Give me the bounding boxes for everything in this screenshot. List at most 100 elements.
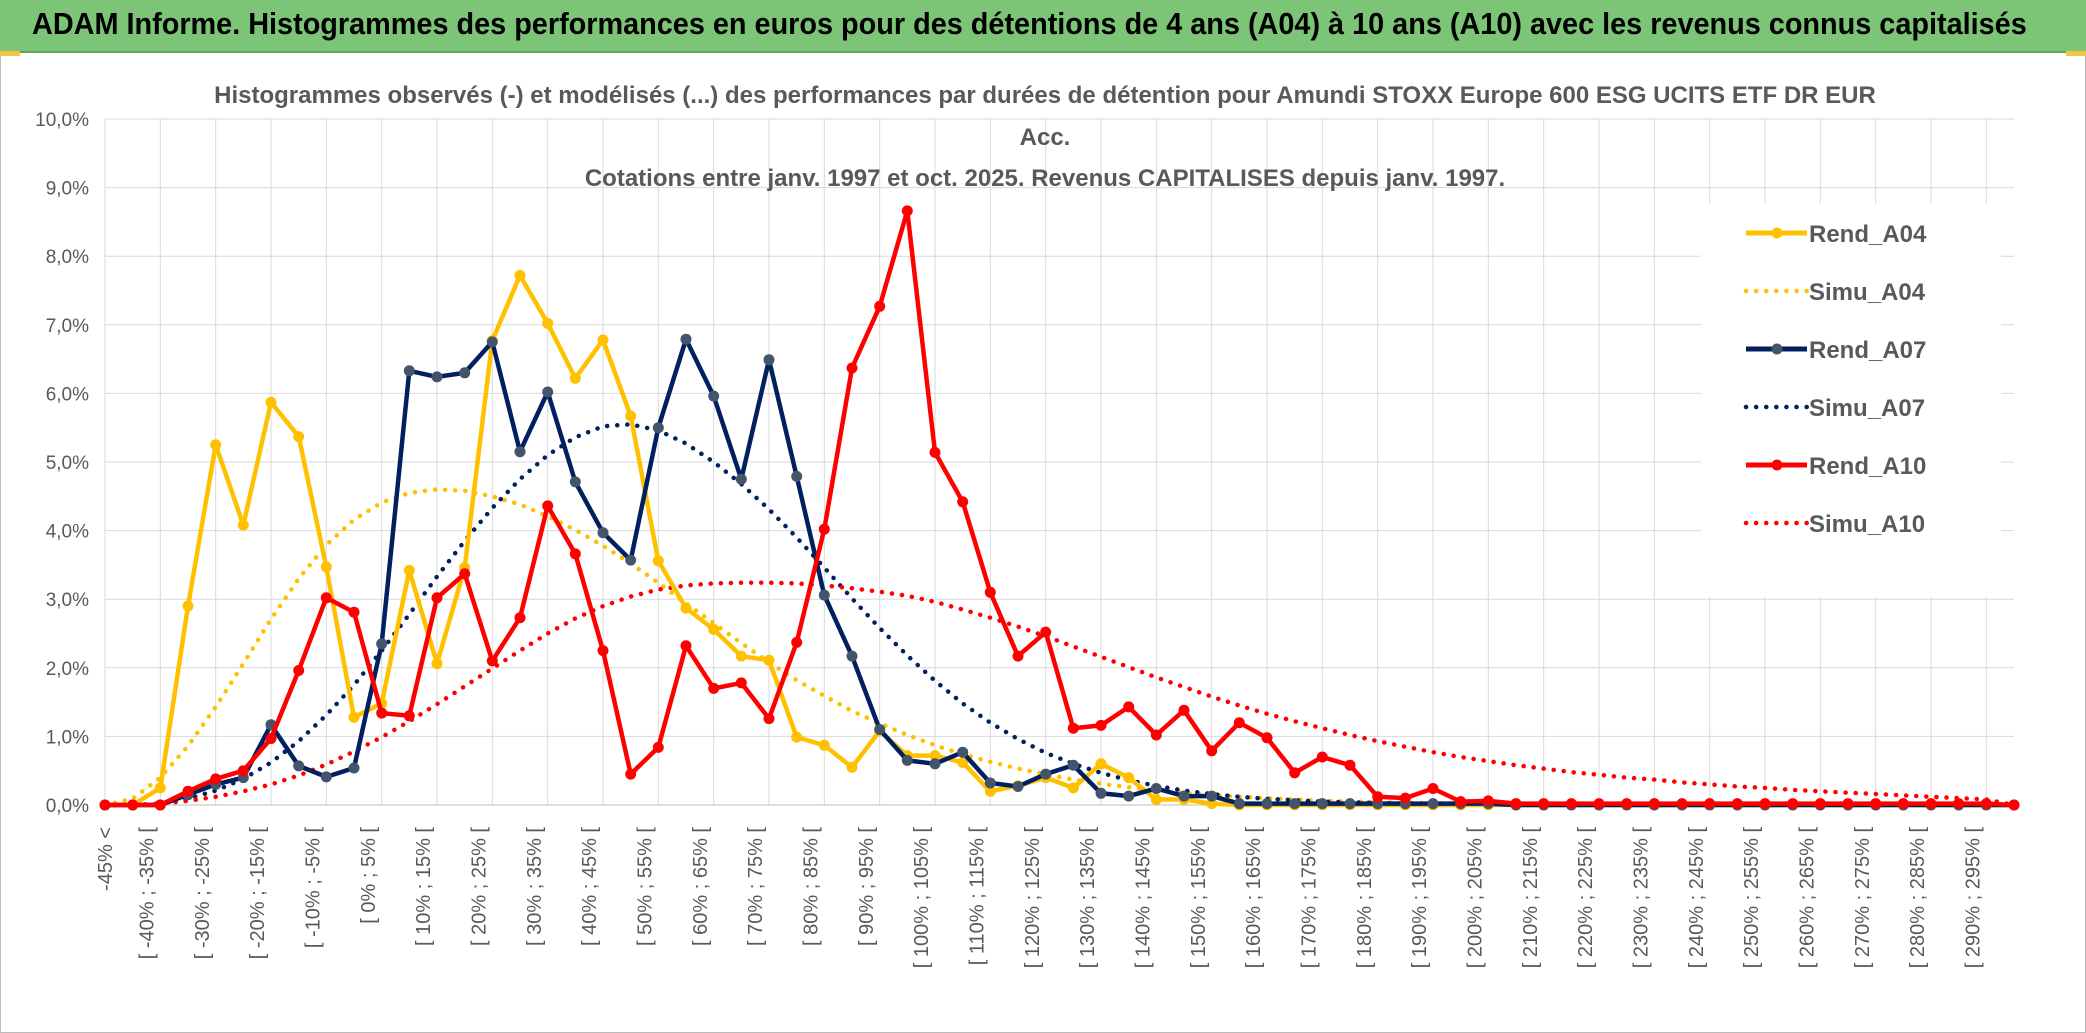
- x-tick-label: [ 120% ; 125% [: [1022, 827, 1044, 969]
- data-point: [320, 561, 332, 573]
- y-tick-label: 4,0%: [46, 522, 89, 543]
- legend-marker: [1771, 227, 1783, 239]
- data-point: [542, 500, 554, 512]
- data-point: [210, 773, 222, 785]
- data-point: [901, 754, 913, 766]
- data-point: [791, 470, 803, 482]
- x-tick-label: [ 100% ; 105% [: [911, 827, 933, 969]
- series-line-simu_a07: [102, 422, 2017, 808]
- data-point: [1953, 798, 1965, 810]
- data-point: [348, 762, 360, 774]
- data-point: [1233, 717, 1245, 729]
- data-point: [1814, 798, 1826, 810]
- x-tick-label: [ 70% ; 75% [: [745, 827, 767, 946]
- x-tick-label: [ -30% ; -25% [: [192, 827, 214, 960]
- data-point: [99, 799, 111, 811]
- x-tick-label: [ 0% ; 5% [: [358, 827, 380, 924]
- y-tick-label: 10,0%: [35, 110, 89, 131]
- x-axis-tick-labels: -45% < [ -40% ; -35% [[ -30% ; -25% [[ -2…: [95, 827, 1985, 969]
- data-point: [1344, 798, 1356, 810]
- data-point: [431, 658, 443, 670]
- x-tick-label: [ 40% ; 45% [: [579, 827, 601, 946]
- series-lines: [99, 205, 2020, 811]
- data-point: [1289, 767, 1301, 779]
- series-line-rend_a10: [105, 208, 2015, 808]
- x-tick-label: [ 210% ; 215% [: [1520, 827, 1542, 969]
- data-point: [514, 612, 526, 624]
- data-point: [818, 523, 830, 535]
- data-point: [1538, 798, 1550, 810]
- data-point: [237, 765, 249, 777]
- y-tick-label: 1,0%: [46, 727, 89, 748]
- data-point: [1759, 798, 1771, 810]
- x-tick-label: [ 290% ; 295% [: [1963, 827, 1985, 969]
- data-point: [1870, 798, 1882, 810]
- data-point: [1787, 798, 1799, 810]
- x-tick-label: [ 170% ; 175% [: [1299, 827, 1321, 969]
- x-tick-label: [ 270% ; 275% [: [1852, 827, 1874, 969]
- data-point: [625, 554, 637, 566]
- data-point: [708, 390, 720, 402]
- data-point: [1095, 719, 1107, 731]
- data-point: [625, 768, 637, 780]
- data-point: [376, 638, 388, 650]
- y-tick-label: 3,0%: [46, 590, 89, 611]
- banner: ADAM Informe. Histogrammes des performan…: [0, 0, 2086, 53]
- data-point: [652, 741, 664, 753]
- data-point: [1150, 783, 1162, 794]
- data-point: [818, 739, 830, 751]
- data-point: [1012, 650, 1024, 662]
- data-point: [1067, 782, 1079, 794]
- data-point: [542, 386, 554, 398]
- x-tick-label: [ -40% ; -35% [: [137, 827, 159, 960]
- data-point: [1427, 798, 1439, 810]
- y-tick-label: 8,0%: [46, 247, 89, 268]
- x-tick-label: [ 110% ; 115% [: [967, 827, 989, 966]
- legend-label: Simu_A07: [1809, 395, 1925, 422]
- data-point: [182, 600, 194, 612]
- data-point: [542, 317, 554, 329]
- data-point: [929, 758, 941, 770]
- legend-marker: [1771, 343, 1783, 355]
- series-markers-rend_a10: [99, 205, 2020, 811]
- legend-label: Simu_A04: [1809, 279, 1926, 306]
- x-tick-label: [ -10% ; -5% [: [303, 827, 325, 949]
- x-tick-label: [ 130% ; 135% [: [1077, 827, 1099, 969]
- corner-accent-left: [0, 51, 20, 56]
- data-point: [210, 439, 222, 451]
- legend-label: Rend_A07: [1809, 337, 1926, 364]
- data-point: [957, 496, 969, 508]
- histogram-chart: 0,0% 1,0% 2,0% 3,0% 4,0% 5,0% 6,0% 7,0% 8,0% 9,0%…: [35, 82, 2020, 969]
- data-point: [265, 396, 277, 408]
- data-point: [320, 592, 332, 604]
- data-point: [1150, 794, 1162, 805]
- data-point: [597, 645, 609, 657]
- data-point: [1067, 722, 1079, 734]
- legend-item-rend_a07: Rend_A07: [1746, 337, 1926, 364]
- x-tick-label: [ 60% ; 65% [: [690, 827, 712, 946]
- data-point: [625, 410, 637, 422]
- data-point: [569, 476, 581, 488]
- data-point: [763, 354, 775, 366]
- data-point: [2008, 799, 2020, 811]
- data-point: [1593, 798, 1605, 810]
- legend-marker: [1771, 459, 1783, 471]
- data-point: [1648, 798, 1660, 810]
- data-point: [680, 640, 692, 652]
- data-point: [846, 362, 858, 374]
- x-tick-label: [ 200% ; 205% [: [1465, 827, 1487, 969]
- x-tick-label: [ 260% ; 265% [: [1797, 827, 1819, 969]
- data-point: [431, 592, 443, 604]
- data-point: [984, 777, 996, 789]
- x-tick-label: [ -20% ; -15% [: [247, 827, 269, 960]
- data-point: [791, 636, 803, 648]
- data-point: [957, 746, 969, 758]
- data-point: [431, 371, 443, 383]
- data-point: [1704, 798, 1716, 810]
- data-point: [348, 711, 360, 723]
- data-point: [569, 548, 581, 560]
- data-point: [403, 564, 415, 576]
- legend-label: Simu_A10: [1809, 511, 1925, 538]
- y-tick-label: 2,0%: [46, 659, 89, 680]
- data-point: [237, 519, 249, 531]
